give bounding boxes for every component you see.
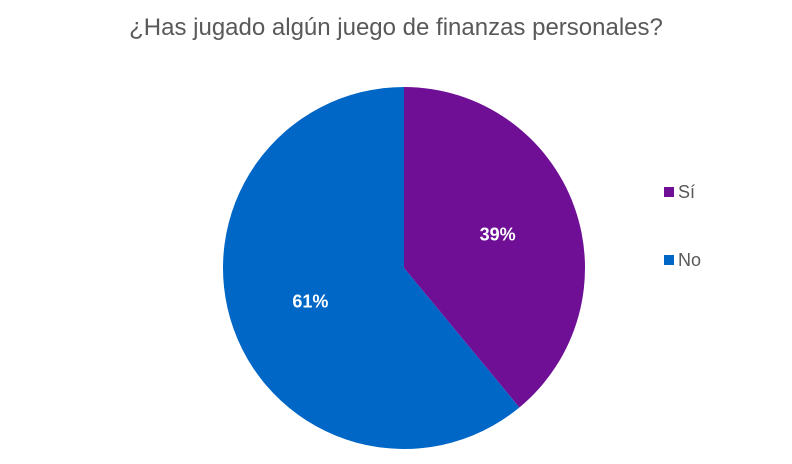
legend-item-no: No [664,248,701,272]
legend-swatch-si [664,187,674,197]
data-label-si: 39% [480,224,516,244]
chart-title: ¿Has jugado algún juego de finanzas pers… [129,14,663,41]
legend-label-no: No [678,249,702,270]
legend-swatch-no [664,255,674,265]
legend-label-si: Sí [678,181,696,202]
pie-slice-si [404,87,586,408]
legend-item-si: Sí [664,180,701,204]
data-label-no: 61% [292,292,328,312]
pie-slice-no [223,87,520,449]
legend: Sí No [664,180,701,316]
